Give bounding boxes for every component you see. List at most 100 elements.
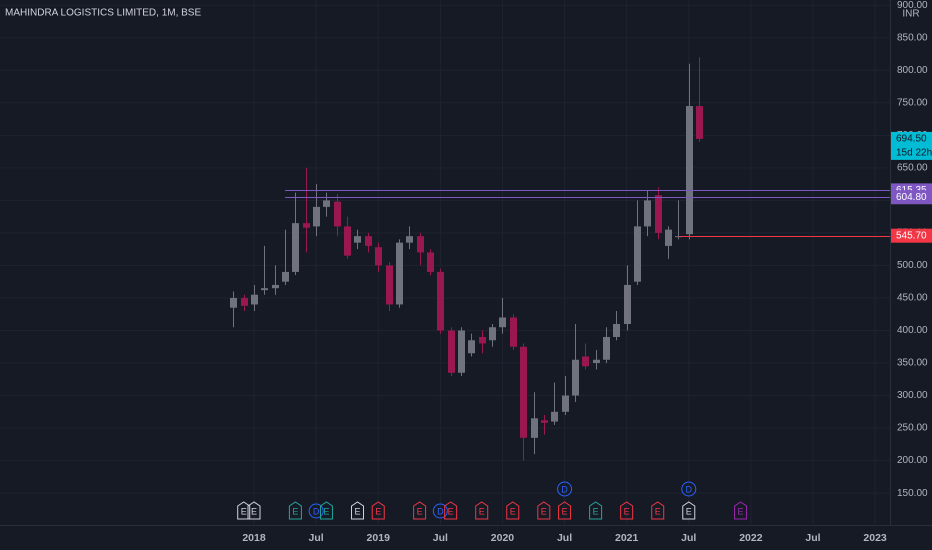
candle-body — [375, 247, 382, 266]
x-tick-label: Jul — [309, 532, 324, 544]
candle-body — [303, 223, 310, 228]
candle-body — [396, 242, 403, 305]
event-label: E — [241, 506, 247, 516]
x-tick-label: 2023 — [863, 532, 887, 544]
candle-body — [468, 340, 475, 354]
event-marker — [557, 481, 573, 497]
x-tick-label: 2022 — [739, 532, 763, 544]
x-tick-label: 2019 — [367, 532, 391, 544]
candle-body — [230, 297, 237, 308]
event-label: E — [292, 506, 298, 516]
x-tick-label: Jul — [557, 532, 572, 544]
event-marker — [308, 503, 324, 519]
x-tick-label: 2021 — [615, 532, 639, 544]
event-label: E — [655, 506, 661, 516]
candle-body — [665, 229, 672, 246]
event-marker — [288, 501, 302, 520]
candle-body — [686, 106, 693, 235]
grid — [0, 0, 890, 525]
candle-body — [406, 236, 413, 243]
candle-body — [696, 106, 703, 139]
candle-body — [292, 223, 299, 272]
candle-body — [261, 288, 268, 291]
event-label: E — [354, 506, 360, 516]
candle-body — [582, 356, 589, 367]
event-marker — [413, 501, 427, 520]
x-tick-label: 2018 — [242, 532, 266, 544]
event-label: D — [437, 506, 444, 516]
event-label: D — [561, 484, 568, 494]
event-label: E — [375, 506, 381, 516]
candle-body — [562, 395, 569, 412]
price-line-box — [891, 190, 932, 205]
event-marker — [506, 501, 520, 520]
event-label: E — [686, 506, 692, 516]
currency-label: INR — [902, 9, 919, 20]
candle-body — [593, 359, 600, 364]
candle-body — [624, 284, 631, 324]
chart-title: MAHINDRA LOGISTICS LIMITED, 1M, BSE — [5, 8, 201, 19]
x-tick-label: Jul — [433, 532, 448, 544]
candle-body — [551, 411, 558, 422]
candle-body — [354, 236, 361, 243]
candle-body — [313, 206, 320, 227]
event-label: D — [313, 506, 320, 516]
candle-body — [282, 271, 289, 282]
candle-body — [365, 236, 372, 246]
candle-body — [323, 200, 330, 207]
price-line-box — [891, 228, 932, 243]
event-label: E — [417, 506, 423, 516]
y-tick-label: 150.00 — [897, 488, 928, 499]
event-marker — [237, 501, 251, 520]
price-line-label: 604.80 — [896, 192, 927, 203]
candle-body — [541, 420, 548, 423]
event-marker — [682, 501, 696, 520]
candle-body — [437, 271, 444, 331]
event-marker — [651, 501, 665, 520]
candle-body — [344, 226, 351, 256]
event-marker — [475, 501, 489, 520]
candle-body — [644, 200, 651, 227]
event-label: E — [624, 506, 630, 516]
y-tick-label: 250.00 — [897, 423, 928, 434]
event-label: E — [323, 506, 329, 516]
last-price-label: 694.50 — [896, 134, 927, 145]
y-tick-label: 350.00 — [897, 358, 928, 369]
candle-body — [572, 359, 579, 396]
event-label: E — [562, 506, 568, 516]
x-tick-label: Jul — [681, 532, 696, 544]
candle-body — [334, 201, 341, 227]
y-tick-label: 500.00 — [897, 260, 928, 271]
candle-body — [489, 327, 496, 341]
candle-body — [613, 323, 620, 337]
last-price-countdown: 15d 22h — [896, 148, 932, 159]
event-marker — [371, 501, 385, 520]
event-marker — [432, 503, 448, 519]
candle-body — [510, 317, 517, 347]
event-label: E — [738, 506, 744, 516]
y-tick-label: 850.00 — [897, 32, 928, 43]
event-marker — [247, 501, 261, 520]
event-marker — [681, 481, 697, 497]
event-marker — [537, 501, 551, 520]
plot — [230, 57, 703, 461]
last-price-box — [891, 131, 932, 160]
y-tick-label: 800.00 — [897, 65, 928, 76]
event-marker — [350, 501, 364, 520]
candle-body — [520, 346, 527, 438]
candle-body — [634, 226, 641, 282]
candle-body — [251, 294, 258, 305]
candle-body — [531, 418, 538, 438]
y-tick-label: 450.00 — [897, 293, 928, 304]
candle-body — [655, 195, 662, 233]
y-tick-label: 750.00 — [897, 97, 928, 108]
candle-body — [675, 236, 682, 238]
candle-body — [448, 330, 455, 373]
y-tick-label: 200.00 — [897, 455, 928, 466]
candle-body — [386, 265, 393, 305]
event-marker — [589, 501, 603, 520]
x-tick-label: 2020 — [491, 532, 515, 544]
y-tick-label: 650.00 — [897, 162, 928, 173]
